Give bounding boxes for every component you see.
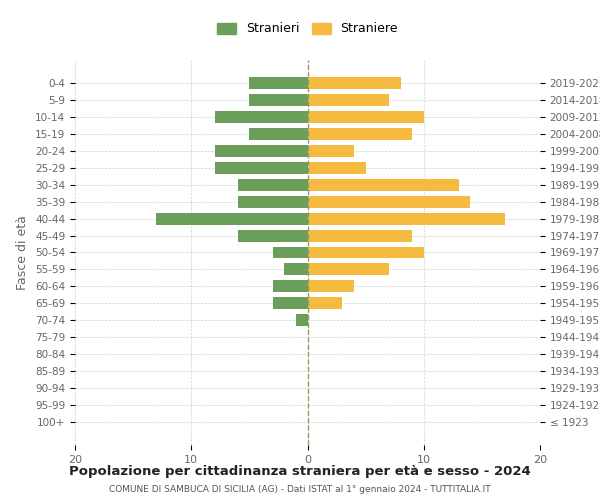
Bar — [308, 145, 354, 157]
Bar — [238, 196, 308, 207]
Bar — [308, 280, 354, 292]
Bar — [157, 213, 308, 224]
Text: COMUNE DI SAMBUCA DI SICILIA (AG) - Dati ISTAT al 1° gennaio 2024 - TUTTITALIA.I: COMUNE DI SAMBUCA DI SICILIA (AG) - Dati… — [109, 485, 491, 494]
Bar — [308, 78, 401, 90]
Bar — [272, 298, 308, 309]
Bar — [308, 264, 389, 276]
Legend: Stranieri, Straniere: Stranieri, Straniere — [211, 16, 404, 42]
Bar — [238, 179, 308, 191]
Y-axis label: Fasce di età: Fasce di età — [16, 215, 29, 290]
Bar — [215, 145, 308, 157]
Bar — [250, 94, 308, 106]
Bar — [308, 128, 412, 140]
Bar — [215, 112, 308, 123]
Bar — [308, 230, 412, 241]
Bar — [296, 314, 308, 326]
Bar — [272, 246, 308, 258]
Text: Popolazione per cittadinanza straniera per età e sesso - 2024: Popolazione per cittadinanza straniera p… — [69, 465, 531, 478]
Bar — [308, 179, 458, 191]
Bar — [215, 162, 308, 174]
Bar — [308, 94, 389, 106]
Bar — [250, 78, 308, 90]
Bar — [308, 246, 424, 258]
Bar — [238, 230, 308, 241]
Bar — [308, 196, 470, 207]
Bar — [272, 280, 308, 292]
Bar — [308, 298, 343, 309]
Bar — [250, 128, 308, 140]
Bar — [308, 112, 424, 123]
Bar — [308, 162, 365, 174]
Bar — [284, 264, 308, 276]
Bar — [308, 213, 505, 224]
